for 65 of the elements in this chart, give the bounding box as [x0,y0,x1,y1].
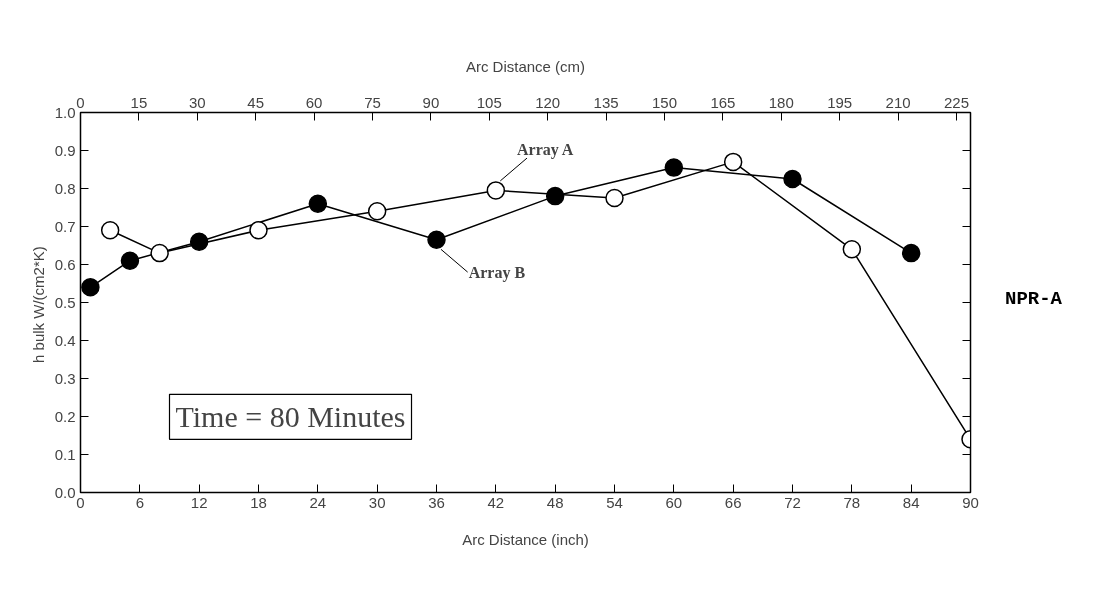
x-tick-label: 0 [76,493,85,511]
point [81,278,100,297]
x2-tick-label: 150 [651,93,678,111]
x-tick-label: 60 [665,493,683,511]
point [150,243,169,263]
x2-tick-label: 225 [943,93,969,111]
point [367,202,387,221]
point [842,240,862,259]
annotation: Time = 80 Minutes [175,400,406,434]
x-tick-label: 12 [190,493,208,511]
x-tick-label: 42 [487,493,505,511]
x2-tick-label: 180 [768,93,794,111]
point [427,230,446,250]
y-tick-label: 0.4 [54,331,76,349]
x-tick-label: 24 [309,493,327,511]
x-tick-label: 84 [902,493,920,511]
x-tick-label: 90 [962,493,979,511]
x-tick-label: 66 [724,493,742,511]
point [249,221,268,240]
annotation: Array B [468,263,526,282]
x-tick-label: 54 [606,493,623,511]
point [901,243,921,263]
x-tick-label: 6 [135,493,145,511]
point [100,221,120,240]
point [605,188,624,208]
point [783,169,802,189]
x-tick-label: 72 [784,493,801,511]
y-tick-label: 0.6 [54,255,76,273]
x-tick-label: 48 [546,493,564,511]
x-tick-label: 30 [368,493,386,511]
y-tick-label: 0.1 [54,445,76,463]
x2-tick-label: 15 [130,93,148,111]
annotation: Array A [516,141,574,160]
point [664,158,684,177]
x2-tick-label: 195 [827,93,853,111]
x2-tick-label: 90 [422,93,440,111]
x-tick-label: 78 [843,493,861,511]
y-tick-label: 0.5 [54,293,76,311]
y-tick-label: 0.3 [54,369,76,387]
x2-tick-label: 75 [364,93,381,111]
x2-tick-label: 105 [476,93,502,111]
y-tick-label: 0.0 [54,483,76,501]
y-tick-label: 0.9 [54,141,76,159]
x2-tick-label: 30 [188,93,206,111]
x2-tick-label: 0 [76,93,85,111]
point [308,194,328,213]
y-tick-label: 0.2 [54,407,76,425]
x-tick-label: 36 [428,493,445,511]
x2-tick-label: 45 [247,93,265,111]
x2-tick-label: 60 [305,93,323,111]
point [486,181,506,200]
x-tick-label: 18 [250,493,267,511]
x2-tick-label: 135 [593,93,619,111]
x2-tick-label: 210 [885,93,911,111]
y-tick-label: 1.0 [54,103,76,121]
point [723,152,743,172]
x2-tick-label: 165 [710,93,736,111]
x2-tick-label: 120 [535,93,561,111]
point [120,251,140,270]
text: NPR-A [1005,287,1063,312]
x-axis-title: Arc Distance (inch) [462,530,589,548]
y-tick-label: 0.7 [54,217,76,235]
x2-axis-title: Arc Distance (cm) [465,57,586,75]
y-axis-title: h bulk W/(cm2*K) [29,246,47,363]
y-tick-label: 0.8 [54,179,76,197]
